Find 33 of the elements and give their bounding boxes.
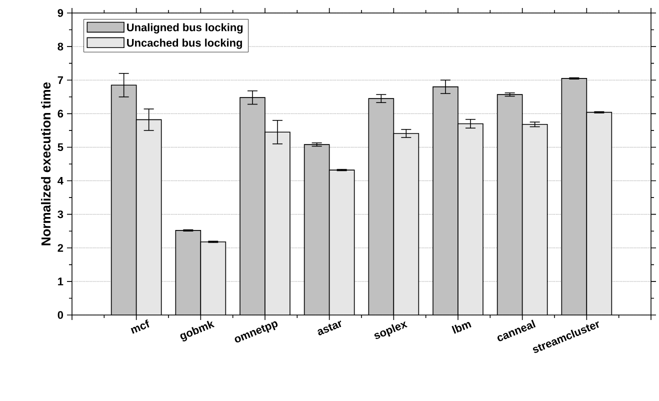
bar (265, 132, 290, 315)
bar (458, 124, 483, 315)
y-tick-label: 5 (58, 143, 64, 152)
bar (240, 98, 265, 315)
y-tick-label: 4 (58, 177, 64, 185)
legend-label: Uncached bus locking (127, 38, 242, 49)
x-tick-label: mcf (130, 319, 150, 334)
y-tick-label: 0 (58, 311, 64, 319)
bar (111, 85, 136, 315)
y-tick-label: 8 (58, 42, 64, 50)
bar (200, 242, 226, 315)
bar (394, 133, 419, 315)
y-axis-title: Normalized execution time (41, 82, 51, 246)
y-tick-label: 6 (58, 110, 64, 118)
x-tick-label: soplex (374, 321, 408, 340)
x-tick-label: lbm (452, 322, 472, 334)
legend-label: Unaligned bus locking (127, 23, 243, 34)
x-tick-label: astar (318, 320, 342, 336)
y-tick-label: 3 (58, 210, 64, 218)
bar (433, 86, 458, 315)
y-tick-label: 7 (58, 76, 63, 84)
bar (368, 98, 394, 315)
bar (561, 78, 588, 315)
bar (522, 124, 548, 315)
bar (304, 144, 330, 315)
bar (586, 112, 612, 315)
bar (136, 120, 162, 315)
y-tick-label: 2 (58, 244, 64, 252)
y-tick-label: 1 (58, 278, 64, 286)
y-tick-label: 9 (58, 9, 64, 17)
bar (329, 170, 354, 315)
bar (497, 94, 522, 315)
bar (176, 230, 201, 315)
